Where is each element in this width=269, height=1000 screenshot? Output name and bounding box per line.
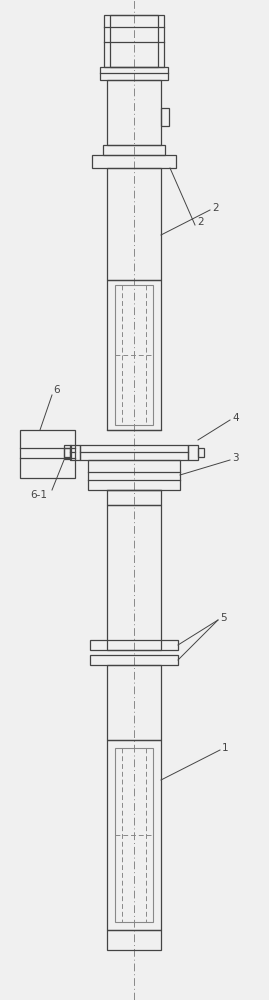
Text: 5: 5: [220, 613, 226, 623]
Text: 6-1: 6-1: [30, 490, 47, 500]
Bar: [70, 445, 80, 460]
Bar: [107, 80, 161, 145]
Bar: [115, 748, 153, 922]
Bar: [161, 108, 169, 126]
Text: 6: 6: [53, 385, 60, 395]
Bar: [88, 460, 180, 490]
Bar: [100, 67, 168, 80]
Bar: [110, 15, 158, 67]
Bar: [64, 445, 71, 459]
Text: 2: 2: [212, 203, 219, 213]
Bar: [115, 285, 153, 425]
Bar: [107, 665, 161, 740]
Bar: [80, 445, 188, 460]
Bar: [90, 640, 178, 650]
Bar: [198, 448, 204, 457]
Text: 4: 4: [232, 413, 239, 423]
Bar: [64, 448, 70, 457]
Text: 2: 2: [197, 217, 204, 227]
Bar: [107, 505, 161, 650]
Bar: [90, 655, 178, 665]
Bar: [188, 445, 198, 460]
Bar: [107, 280, 161, 430]
Text: 1: 1: [222, 743, 229, 753]
Bar: [20, 430, 75, 478]
Bar: [92, 155, 176, 168]
Bar: [104, 15, 164, 67]
Bar: [107, 490, 161, 505]
Bar: [107, 740, 161, 930]
Bar: [107, 168, 161, 280]
Bar: [107, 930, 161, 950]
Bar: [103, 145, 165, 155]
Text: 3: 3: [232, 453, 239, 463]
